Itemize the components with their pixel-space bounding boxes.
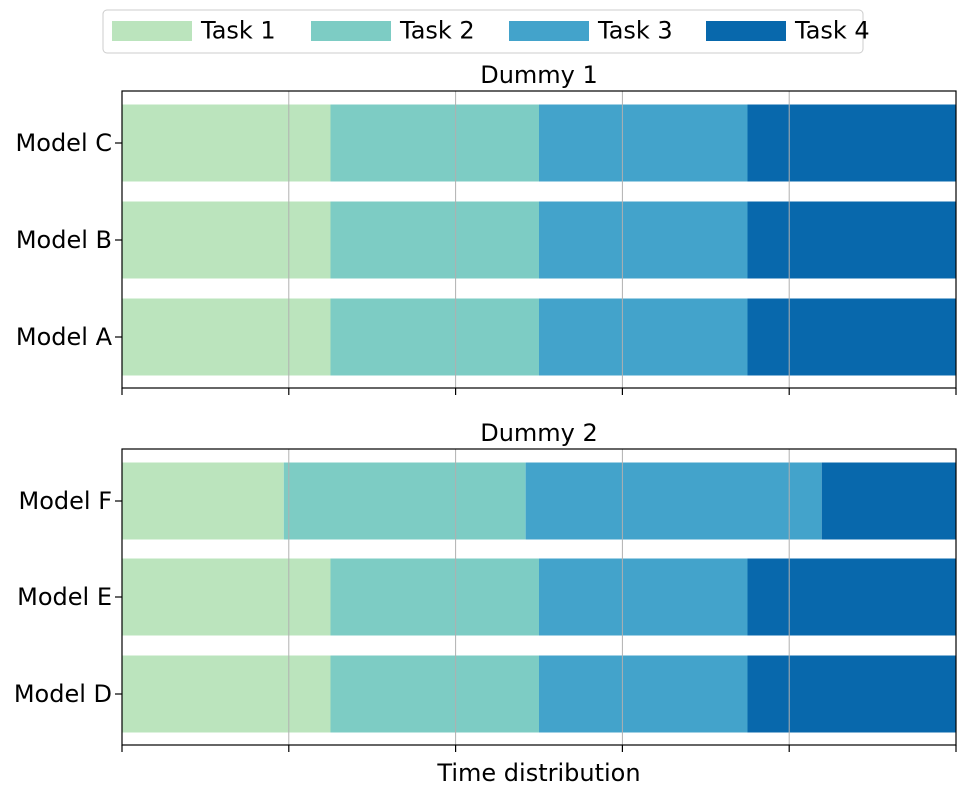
bar-model-f-task-3 (525, 462, 822, 540)
y-tick-label-model-b: Model B (16, 226, 112, 254)
legend-label-task-3: Task 3 (597, 17, 673, 45)
bar-model-c-task-1 (122, 104, 331, 182)
bar-model-d-task-1 (122, 655, 331, 733)
bar-model-c-task-2 (330, 104, 539, 182)
panel-dummy-2: Model D Model E Model F Dummy 2 Time distrib… (14, 419, 957, 787)
bar-model-a-task-4 (747, 298, 956, 376)
legend-label-task-1: Task 1 (200, 17, 276, 45)
y-tick-label-model-f: Model F (19, 487, 113, 515)
y-tick-label-model-c: Model C (16, 129, 112, 157)
panel-dummy-1: Model A Model B Model C Dummy 1 (16, 61, 957, 395)
bar-model-d-task-3 (539, 655, 748, 733)
bar-model-c-task-3 (539, 104, 748, 182)
bar-model-a-task-1 (122, 298, 331, 376)
legend-label-task-4: Task 4 (794, 17, 870, 45)
legend-frame (102, 9, 864, 54)
bar-model-b-task-3 (539, 201, 748, 279)
bar-model-c-task-4 (747, 104, 956, 182)
bar-model-e-task-3 (539, 558, 748, 636)
bar-model-a-task-2 (330, 298, 539, 376)
legend-swatch-task-2 (311, 21, 391, 41)
y-tick-label-model-d: Model D (14, 680, 112, 708)
legend-swatch-task-4 (706, 21, 786, 41)
bar-model-f-task-4 (821, 462, 956, 540)
legend-swatch-task-1 (112, 21, 192, 41)
bar-model-b-task-1 (122, 201, 331, 279)
bar-model-f-task-1 (122, 462, 284, 540)
bar-model-e-task-2 (330, 558, 539, 636)
y-tick-label-model-e: Model E (17, 583, 112, 611)
bar-model-d-task-4 (747, 655, 956, 733)
bar-model-f-task-2 (283, 462, 526, 540)
bar-model-e-task-4 (747, 558, 956, 636)
bar-model-d-task-2 (330, 655, 539, 733)
panel-title: Dummy 1 (480, 61, 598, 89)
bar-model-b-task-4 (747, 201, 956, 279)
bar-model-b-task-2 (330, 201, 539, 279)
legend: Task 1 Task 2 Task 3 Task 4 (102, 9, 870, 54)
y-tick-label-model-a: Model A (16, 323, 113, 351)
x-axis-label: Time distribution (436, 759, 640, 787)
legend-swatch-task-3 (509, 21, 589, 41)
panel-title: Dummy 2 (480, 419, 598, 447)
bar-model-a-task-3 (539, 298, 748, 376)
legend-label-task-2: Task 2 (399, 17, 475, 45)
bar-model-e-task-1 (122, 558, 331, 636)
